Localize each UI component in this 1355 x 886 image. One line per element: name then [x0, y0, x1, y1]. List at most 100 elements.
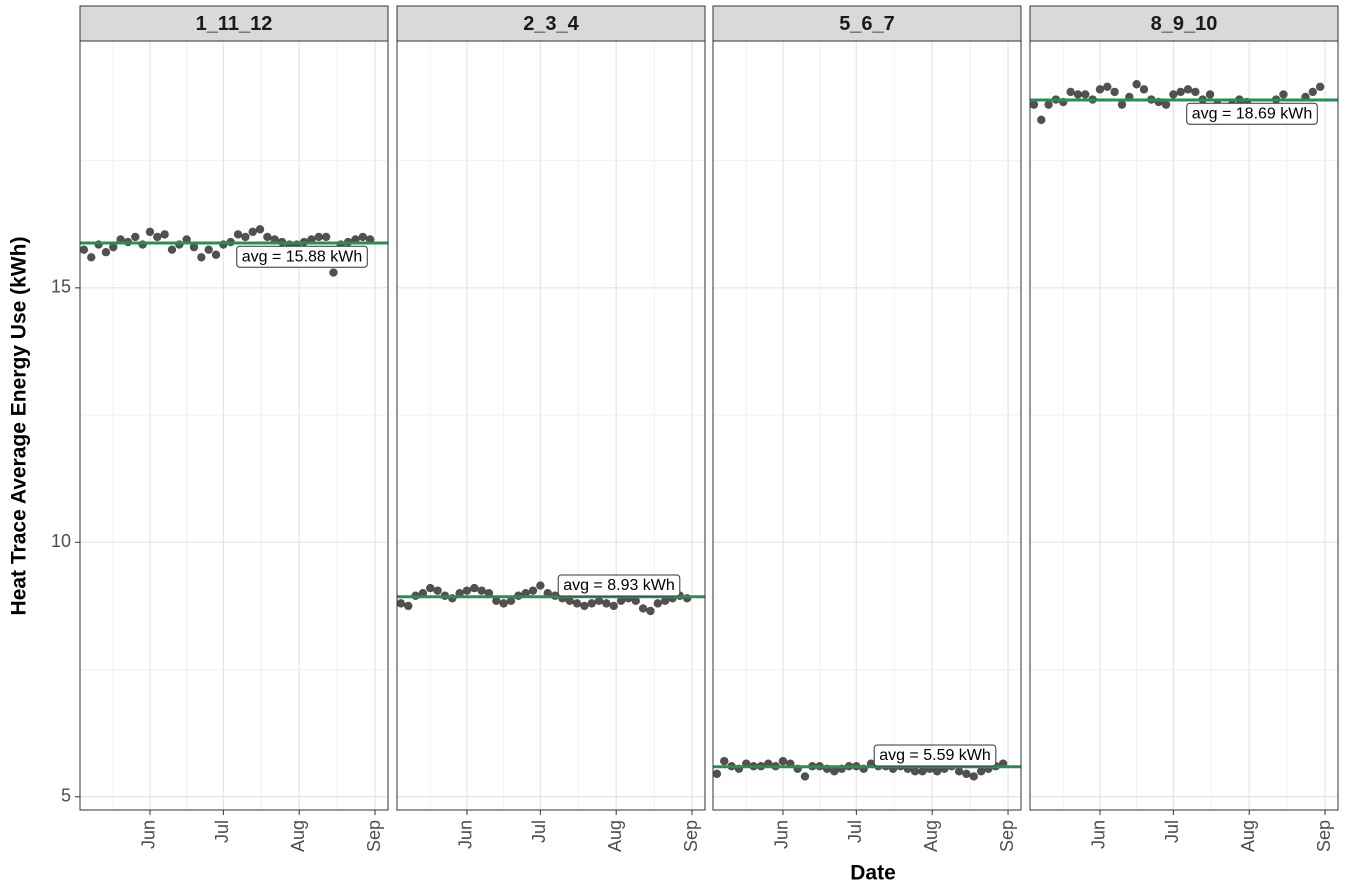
- data-point: [109, 242, 118, 252]
- data-point: [492, 596, 501, 606]
- data-point: [426, 583, 435, 593]
- data-point: [233, 230, 243, 239]
- data-point: [969, 772, 978, 781]
- data-point: [167, 245, 177, 254]
- data-point: [101, 248, 111, 257]
- x-tick-label: Jul: [845, 820, 865, 843]
- annotation: avg = 5.59 kWh: [873, 744, 997, 767]
- data-point: [1117, 100, 1127, 109]
- data-point: [646, 606, 655, 616]
- data-point: [602, 599, 611, 608]
- data-point: [976, 767, 986, 776]
- data-point: [1132, 80, 1141, 89]
- data-point: [87, 253, 96, 262]
- data-point: [660, 596, 670, 606]
- data-point: [79, 245, 89, 254]
- panel-background: [1030, 41, 1338, 810]
- x-tick-label: Jun: [1089, 820, 1109, 849]
- x-tick-label: Jul: [212, 820, 232, 843]
- data-point: [131, 232, 140, 242]
- panel-border: [712, 40, 1022, 811]
- strip-title: 8_9_10: [1151, 13, 1218, 35]
- data-point: [499, 599, 508, 608]
- data-point: [1161, 100, 1171, 109]
- y-tick-label: 15: [51, 277, 71, 297]
- data-point: [506, 596, 516, 606]
- x-tick-label: Jun: [456, 820, 476, 849]
- data-point: [255, 225, 265, 234]
- x-axis-title: Date: [850, 862, 896, 885]
- data-point: [263, 232, 272, 242]
- data-point: [962, 769, 971, 779]
- data-point: [587, 599, 596, 608]
- data-point: [918, 767, 927, 776]
- annotation-box: [1186, 102, 1318, 125]
- data-point: [248, 227, 257, 237]
- data-point: [329, 268, 338, 277]
- data-point: [145, 227, 155, 237]
- panel-background: [397, 41, 705, 810]
- data-point: [572, 599, 582, 608]
- data-point: [462, 586, 472, 595]
- data-point: [565, 596, 574, 606]
- data-point: [580, 601, 589, 611]
- y-tick-label: 10: [51, 531, 71, 551]
- x-tick-label: Jun: [772, 820, 792, 849]
- strip: [1029, 5, 1339, 42]
- x-tick-label: Jul: [529, 820, 549, 843]
- x-tick-label: Sep: [1314, 820, 1334, 852]
- data-point: [314, 232, 323, 242]
- data-point: [720, 756, 729, 766]
- strip: [79, 5, 389, 42]
- data-point: [932, 767, 942, 776]
- x-tick-label: Aug: [288, 820, 308, 852]
- data-point: [1169, 90, 1178, 99]
- data-point: [396, 599, 406, 608]
- x-tick-label: Aug: [1238, 820, 1258, 852]
- panel-background: [713, 41, 1021, 810]
- x-tick-label: Jun: [139, 820, 159, 849]
- data-point: [1073, 90, 1083, 99]
- annotation-box: [557, 574, 681, 597]
- x-tick-label: Jul: [1162, 820, 1182, 843]
- data-point: [211, 250, 221, 259]
- data-point: [204, 245, 213, 254]
- data-point: [536, 581, 545, 590]
- data-point: [470, 583, 479, 593]
- data-point: [189, 242, 199, 252]
- data-point: [528, 586, 538, 595]
- strip-title: 2_3_4: [523, 13, 579, 35]
- data-point: [321, 232, 331, 242]
- annotation-label: avg = 15.88 kWh: [242, 248, 363, 265]
- annotation-label: avg = 5.59 kWh: [879, 747, 991, 764]
- data-point: [1191, 87, 1200, 97]
- panel-background: [80, 41, 388, 810]
- data-point: [1139, 85, 1149, 94]
- data-point: [609, 601, 618, 611]
- panel-border: [396, 40, 706, 811]
- x-tick-label: Sep: [364, 820, 384, 852]
- y-tick-label: 5: [61, 786, 71, 806]
- annotation-label: avg = 18.69 kWh: [1192, 105, 1313, 122]
- data-point: [653, 599, 662, 608]
- data-point: [1279, 90, 1288, 99]
- data-point: [433, 586, 442, 595]
- annotation-label: avg = 8.93 kWh: [563, 577, 675, 594]
- data-point: [197, 253, 206, 262]
- annotation: avg = 18.69 kWh: [1186, 102, 1318, 125]
- y-axis-title: Heat Trace Average Energy Use (kWh): [8, 237, 31, 616]
- x-tick-label: Aug: [921, 820, 941, 852]
- data-point: [800, 772, 810, 781]
- data-point: [1037, 115, 1046, 125]
- data-point: [616, 596, 626, 606]
- data-point: [1081, 90, 1090, 99]
- annotation-box: [873, 744, 997, 767]
- data-point: [160, 230, 169, 239]
- data-point: [1110, 87, 1119, 97]
- data-point: [1315, 82, 1325, 92]
- data-point: [477, 586, 486, 595]
- data-point: [631, 596, 640, 606]
- data-point: [1308, 87, 1318, 97]
- data-point: [830, 767, 839, 776]
